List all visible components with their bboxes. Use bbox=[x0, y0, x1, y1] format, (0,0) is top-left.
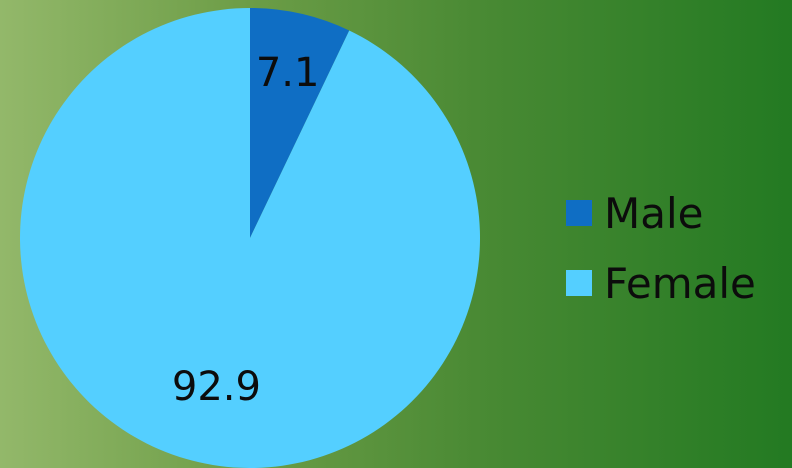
legend-label-female: Female bbox=[604, 258, 756, 308]
data-label-female: 92.9 bbox=[172, 364, 261, 410]
chart-legend: Male Female bbox=[566, 178, 756, 318]
slice-female bbox=[19, 8, 481, 468]
legend-swatch-female bbox=[566, 270, 592, 296]
legend-label-male: Male bbox=[604, 188, 704, 238]
legend-swatch-male bbox=[566, 200, 592, 226]
legend-item-female: Female bbox=[566, 248, 756, 318]
legend-item-male: Male bbox=[566, 178, 756, 248]
slice-male bbox=[250, 8, 350, 238]
data-label-male: 7.1 bbox=[256, 50, 320, 96]
